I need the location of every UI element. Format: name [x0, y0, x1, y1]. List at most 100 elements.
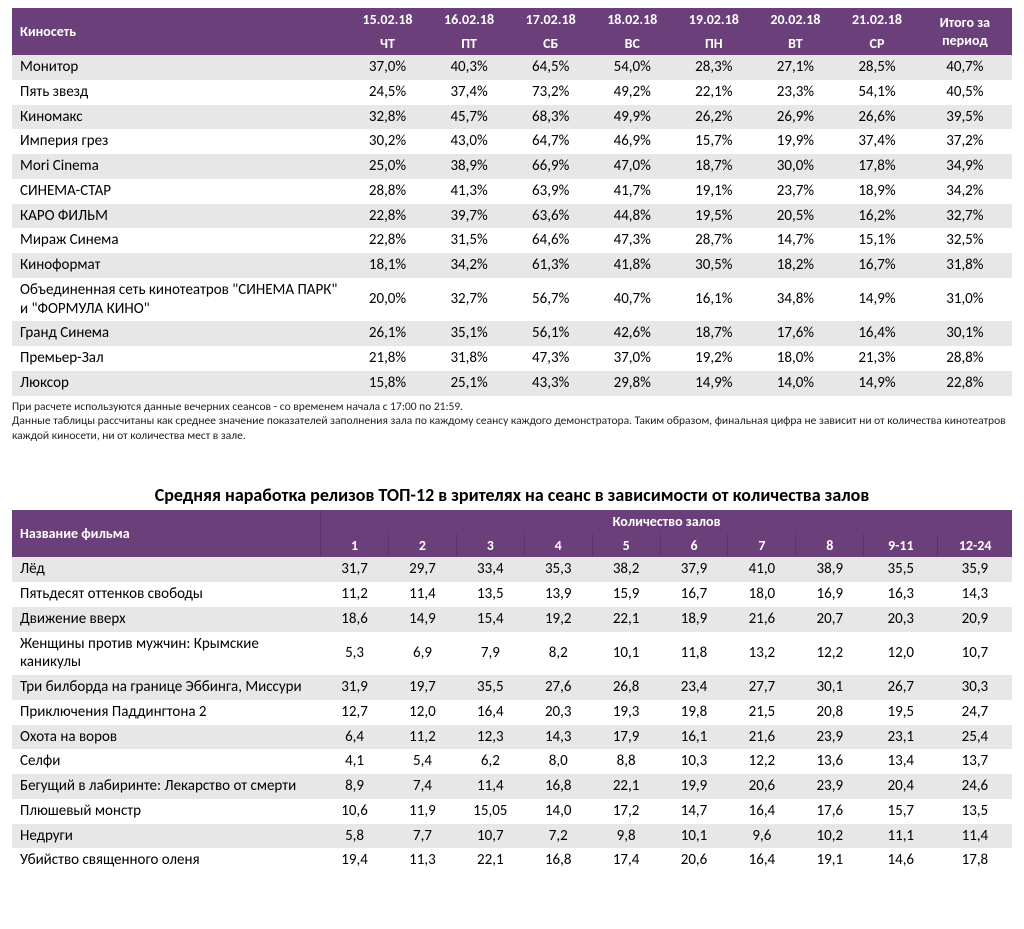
cell-value: 29,8%: [591, 371, 673, 396]
col-header-n-7: 8: [796, 534, 864, 558]
cell-value: 47,3%: [510, 346, 592, 371]
col-header-date-3: 18.02.18: [591, 8, 673, 32]
col-header-total: Итого за период: [918, 8, 1012, 55]
cell-value: 17,4: [592, 848, 660, 873]
cell-value: 11,1: [864, 824, 938, 849]
cell-network-name: Монитор: [12, 55, 347, 80]
cell-value: 35,9: [938, 557, 1012, 582]
cell-value: 30,1: [796, 675, 864, 700]
cell-value: 61,3%: [510, 253, 592, 278]
cell-value: 30,2%: [347, 129, 429, 154]
cell-network-name: Премьер-Зал: [12, 346, 347, 371]
table-row: Киноформат18,1%34,2%61,3%41,8%30,5%18,2%…: [12, 253, 1012, 278]
cell-value: 19,5: [864, 700, 938, 725]
cell-value: 8,2: [524, 632, 592, 676]
cell-value: 28,7%: [673, 228, 755, 253]
table-row: Премьер-Зал21,8%31,8%47,3%37,0%19,2%18,0…: [12, 346, 1012, 371]
cell-total: 32,7%: [918, 204, 1012, 229]
cell-value: 29,7: [389, 557, 457, 582]
cell-value: 24,7: [938, 700, 1012, 725]
table-row: Движение вверх18,614,915,419,222,118,921…: [12, 607, 1012, 632]
cell-value: 18,9: [660, 607, 728, 632]
cell-value: 10,7: [456, 824, 524, 849]
cell-value: 42,6%: [591, 321, 673, 346]
cell-value: 38,2: [592, 557, 660, 582]
cell-value: 63,9%: [510, 179, 592, 204]
table-row: Охота на воров6,411,212,314,317,916,121,…: [12, 725, 1012, 750]
cell-value: 13,9: [524, 582, 592, 607]
cell-value: 16,1%: [673, 278, 755, 322]
cell-value: 12,2: [796, 632, 864, 676]
cell-value: 31,9: [321, 675, 389, 700]
table-row: Приключения Паддингтона 212,712,016,420,…: [12, 700, 1012, 725]
cinema-networks-table: Киносеть 15.02.18 16.02.18 17.02.18 18.0…: [12, 8, 1012, 396]
col-header-wd-5: ВТ: [755, 32, 837, 56]
table-row: Монитор37,0%40,3%64,5%54,0%28,3%27,1%28,…: [12, 55, 1012, 80]
cell-value: 16,8: [524, 848, 592, 873]
cell-value: 35,3: [524, 557, 592, 582]
cell-value: 14,7: [660, 799, 728, 824]
cell-movie-name: Приключения Паддингтона 2: [12, 700, 321, 725]
col-header-wd-4: ПН: [673, 32, 755, 56]
cell-value: 4,1: [321, 749, 389, 774]
cell-value: 27,1%: [755, 55, 837, 80]
cell-value: 21,5: [728, 700, 796, 725]
cell-total: 39,5%: [918, 105, 1012, 130]
cell-network-name: Объединенная сеть кинотеатров "СИНЕМА ПА…: [12, 278, 347, 322]
cell-value: 6,4: [321, 725, 389, 750]
movies-table: Название фильма Количество залов 1 2 3 4…: [12, 510, 1012, 873]
cell-value: 64,5%: [510, 55, 592, 80]
cell-value: 7,2: [524, 824, 592, 849]
table-row: Люксор15,8%25,1%43,3%29,8%14,9%14,0%14,9…: [12, 371, 1012, 396]
cell-value: 19,8: [660, 700, 728, 725]
cell-value: 14,3: [938, 582, 1012, 607]
table-row: Бегущий в лабиринте: Лекарство от смерти…: [12, 774, 1012, 799]
col-header-date-5: 20.02.18: [755, 8, 837, 32]
cell-value: 27,6: [524, 675, 592, 700]
cell-value: 40,3%: [428, 55, 510, 80]
cell-total: 31,8%: [918, 253, 1012, 278]
cell-value: 6,9: [389, 632, 457, 676]
cell-value: 17,8: [938, 848, 1012, 873]
table-row: Селфи4,15,46,28,08,810,312,213,613,413,7: [12, 749, 1012, 774]
cell-value: 12,3: [456, 725, 524, 750]
cell-value: 64,7%: [510, 129, 592, 154]
col-header-network: Киносеть: [12, 8, 347, 55]
table-row: Мираж Синема22,8%31,5%64,6%47,3%28,7%14,…: [12, 228, 1012, 253]
cell-value: 34,2%: [428, 253, 510, 278]
cell-value: 30,3: [938, 675, 1012, 700]
table-row: Три билборда на границе Эббинга, Миссури…: [12, 675, 1012, 700]
cell-value: 23,9: [796, 774, 864, 799]
cell-value: 37,0%: [591, 346, 673, 371]
cell-value: 12,2: [728, 749, 796, 774]
cell-value: 15,4: [456, 607, 524, 632]
cell-value: 11,9: [389, 799, 457, 824]
col-header-wd-1: ПТ: [428, 32, 510, 56]
cell-value: 19,4: [321, 848, 389, 873]
cell-value: 14,9%: [836, 371, 918, 396]
table-row: Плюшевый монстр10,611,915,0514,017,214,7…: [12, 799, 1012, 824]
cell-value: 20,7: [796, 607, 864, 632]
cell-value: 11,4: [456, 774, 524, 799]
cell-total: 28,8%: [918, 346, 1012, 371]
cell-value: 28,8%: [347, 179, 429, 204]
cell-value: 32,7%: [428, 278, 510, 322]
cell-value: 17,8%: [836, 154, 918, 179]
cell-value: 64,6%: [510, 228, 592, 253]
cell-network-name: Империя грез: [12, 129, 347, 154]
cell-movie-name: Три билборда на границе Эббинга, Миссури: [12, 675, 321, 700]
cell-value: 41,0: [728, 557, 796, 582]
cell-value: 16,8: [524, 774, 592, 799]
cell-value: 26,7: [864, 675, 938, 700]
table2-title: Средняя наработка релизов ТОП-12 в зрите…: [12, 484, 1012, 506]
col-header-n-2: 3: [456, 534, 524, 558]
cell-value: 19,1%: [673, 179, 755, 204]
cell-value: 68,3%: [510, 105, 592, 130]
cell-value: 20,8: [796, 700, 864, 725]
cell-value: 23,1: [864, 725, 938, 750]
col-header-date-6: 21.02.18: [836, 8, 918, 32]
cell-value: 43,3%: [510, 371, 592, 396]
table-row: Пять звезд24,5%37,4%73,2%49,2%22,1%23,3%…: [12, 80, 1012, 105]
col-header-n-5: 6: [660, 534, 728, 558]
cell-value: 8,9: [321, 774, 389, 799]
